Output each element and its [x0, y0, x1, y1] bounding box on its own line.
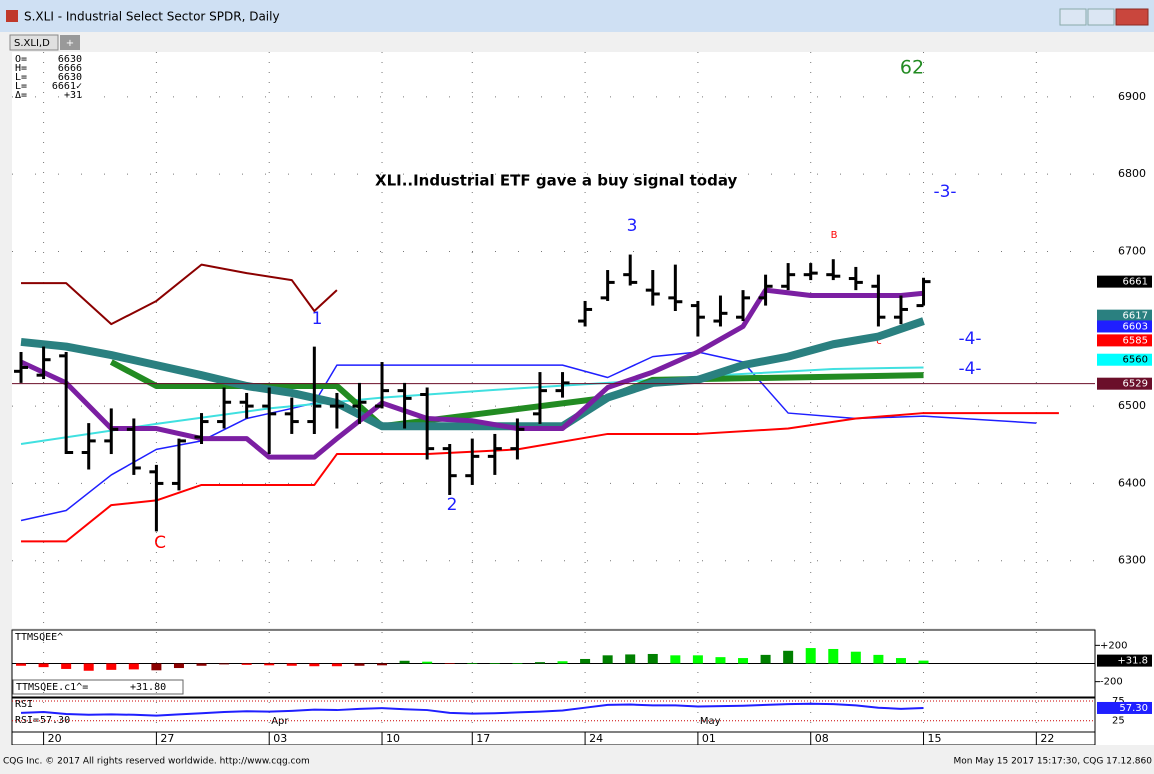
- wave-label: 3: [627, 216, 638, 236]
- histogram-bar: [106, 664, 116, 670]
- histogram-bar: [151, 664, 161, 671]
- histogram-bar: [219, 664, 229, 665]
- histogram-bar: [287, 664, 297, 666]
- quote-label: Δ=: [15, 90, 27, 101]
- price-tag-label: 6560: [1123, 355, 1148, 366]
- price-tag-label: 6529: [1123, 379, 1148, 390]
- x-tick-label: 24: [589, 732, 603, 745]
- histogram-bar: [625, 654, 635, 663]
- readout-tag-label: +31.8: [1117, 656, 1148, 667]
- price-tag-label: 6585: [1123, 335, 1148, 346]
- histogram-bar: [648, 654, 658, 664]
- x-tick-label: 01: [702, 732, 716, 745]
- headline: XLI..Industrial ETF gave a buy signal to…: [375, 172, 737, 190]
- histogram-bar: [873, 655, 883, 664]
- histogram-bar: [84, 664, 94, 671]
- histogram-bar: [535, 662, 545, 663]
- wave-label: 1: [312, 309, 323, 329]
- histogram-bar: [761, 655, 771, 664]
- y-tick-label: 6500: [1118, 399, 1146, 412]
- histogram-bar: [377, 664, 387, 666]
- y-tick-label: 6900: [1118, 90, 1146, 103]
- histogram-bar: [783, 651, 793, 664]
- histogram-bar: [332, 664, 342, 667]
- histogram-bar: [738, 658, 748, 663]
- x-tick-label: 10: [386, 732, 400, 745]
- x-tick-label: 15: [928, 732, 942, 745]
- histogram-bar: [670, 655, 680, 663]
- histogram-bar: [851, 652, 861, 664]
- histogram-bar: [580, 659, 590, 664]
- readout-tag-label: 57.30: [1119, 703, 1148, 714]
- histogram-bar: [16, 664, 26, 666]
- histogram-bar: [129, 664, 139, 670]
- price-tag-label: 6661: [1123, 277, 1148, 288]
- y-tick-label: 6800: [1118, 167, 1146, 180]
- count-label: 62: [900, 57, 924, 79]
- y-tick-label: 6700: [1118, 244, 1146, 257]
- x-tick-label: 08: [815, 732, 829, 745]
- histogram-bar: [39, 664, 49, 668]
- app-icon: [6, 10, 18, 22]
- histogram-bar: [422, 662, 432, 664]
- histogram-bar: [828, 649, 838, 664]
- x-tick-label: 03: [273, 732, 287, 745]
- maximize-button[interactable]: [1088, 9, 1114, 25]
- price-panel: [12, 52, 1095, 628]
- squeeze-readout-label: TTMSQEE.c1^=: [16, 682, 88, 693]
- x-tick-label: 22: [1040, 732, 1054, 745]
- y-tick-label: 6300: [1118, 554, 1146, 567]
- x-tick-label: 27: [160, 732, 174, 745]
- histogram-bar: [174, 664, 184, 669]
- squeeze-label: TTMSQEE^: [15, 632, 63, 643]
- histogram-bar: [896, 658, 906, 663]
- histogram-bar: [400, 661, 410, 664]
- histogram-bar: [603, 655, 613, 663]
- add-tab-label: +: [66, 38, 74, 49]
- histogram-bar: [354, 664, 364, 666]
- squeeze-readout: +31.80: [130, 682, 166, 693]
- price-tag-label: 6617: [1123, 311, 1148, 322]
- histogram-bar: [61, 664, 71, 669]
- histogram-bar: [309, 664, 319, 667]
- close-button[interactable]: [1116, 9, 1148, 25]
- histogram-bar: [806, 648, 816, 663]
- y-tick-label: 6400: [1118, 476, 1146, 489]
- footer-left: CQG Inc. © 2017 All rights reserved worl…: [3, 757, 310, 767]
- histogram-bar: [197, 664, 207, 666]
- y-tick-label: 25: [1112, 716, 1125, 727]
- rsi-readout: 57.30: [40, 715, 70, 726]
- wave-label: C: [154, 533, 166, 553]
- histogram-bar: [242, 664, 252, 665]
- window-title: S.XLI - Industrial Select Sector SPDR, D…: [24, 10, 280, 24]
- footer-right: Mon May 15 2017 15:17:30, CQG 17.12.860: [953, 757, 1152, 767]
- y-tick-label: +200: [1100, 640, 1127, 651]
- histogram-bar: [558, 661, 568, 663]
- wave-label: -3-: [933, 182, 956, 202]
- y-tick-label: -200: [1100, 677, 1123, 688]
- wave-label: 2: [447, 495, 458, 515]
- price-tag-label: 6603: [1123, 321, 1148, 332]
- wave-label: -4-: [958, 329, 981, 349]
- histogram-bar: [693, 655, 703, 663]
- month-label: May: [700, 716, 721, 727]
- minimize-button[interactable]: [1060, 9, 1086, 25]
- x-tick-label: 20: [48, 732, 62, 745]
- x-tick-label: 17: [476, 732, 490, 745]
- histogram-bar: [264, 664, 274, 666]
- wave-label: B: [831, 230, 838, 241]
- histogram-bar: [715, 657, 725, 663]
- month-label: Apr: [271, 716, 289, 727]
- histogram-bar: [919, 661, 929, 664]
- wave-label: -4-: [958, 359, 981, 379]
- tab-label: S.XLI,D: [14, 38, 50, 49]
- quote-value: +31: [64, 90, 82, 101]
